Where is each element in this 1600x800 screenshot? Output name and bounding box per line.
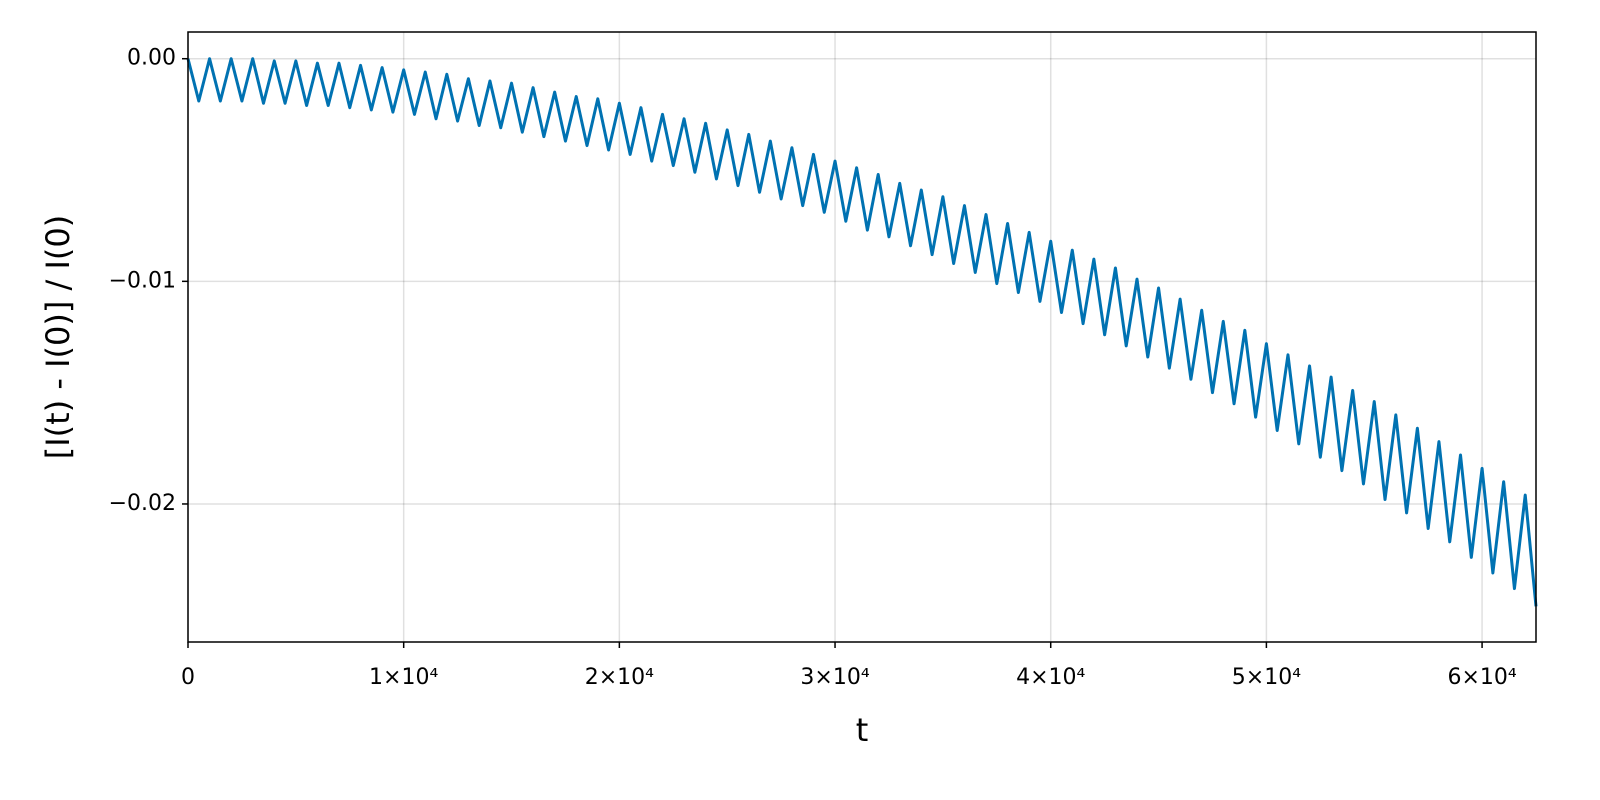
data-line [186, 57, 1538, 607]
y-tick-label: −0.02 [109, 491, 176, 516]
grid [187, 32, 1536, 642]
x-tick-label: 0 [181, 665, 195, 690]
y-tick-label: −0.01 [109, 268, 176, 293]
x-tick-label: 1×10⁴ [369, 665, 438, 690]
x-tick-label: 6×10⁴ [1447, 665, 1516, 690]
x-axis-label: t [856, 711, 869, 749]
x-tick-label: 5×10⁴ [1232, 665, 1301, 690]
x-tick-label: 2×10⁴ [585, 665, 654, 690]
axes-frame [187, 31, 1537, 643]
plot [186, 57, 1538, 607]
y-axis-label: [I(t) - I(0)] / I(0) [39, 215, 77, 459]
x-tick-label: 4×10⁴ [1016, 665, 1085, 690]
x-tick-label: 3×10⁴ [800, 665, 869, 690]
y-tick-label: 0.00 [127, 46, 176, 71]
